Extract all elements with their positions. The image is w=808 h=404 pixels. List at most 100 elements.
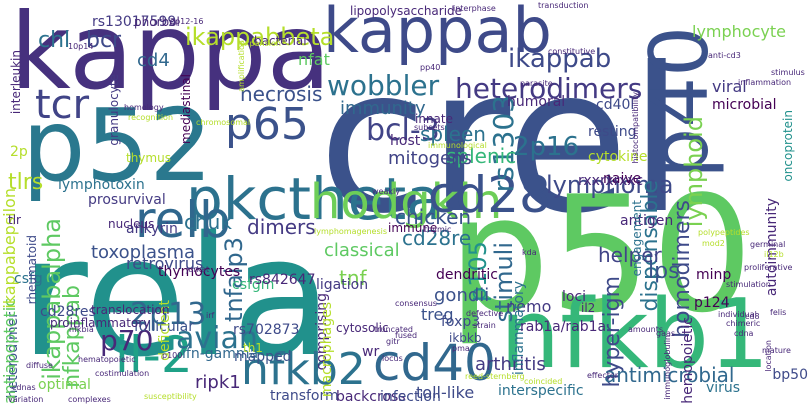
word-microbial: microbial (712, 97, 777, 113)
word-consensus: consensus (395, 299, 437, 308)
word-p70: p70 (100, 324, 154, 357)
word-bcr: bcr (86, 28, 122, 53)
word-rab1a-rab1a: rab1a/rab1a (520, 319, 607, 335)
word-p52: p52 (22, 87, 213, 204)
word-rs13017599: rs13017599 (92, 14, 177, 30)
word-pp40: pp40 (420, 63, 441, 72)
word-recognition: recognition (128, 113, 174, 122)
word-cdna: cdna (734, 329, 754, 338)
word-thymocytes: thymocytes (158, 264, 241, 280)
word-toll-like: toll-like (416, 383, 475, 402)
word-transform: transform (270, 388, 339, 404)
word-susceptibility: susceptibility (144, 392, 197, 401)
word-spleen: spleen (420, 122, 486, 146)
word-il12b: il12b (764, 250, 784, 259)
word-cytokine: cytokine (588, 149, 648, 165)
word-crel: crel (318, 25, 685, 258)
word-immunity: immunity (340, 98, 426, 119)
word-classical: classical (324, 240, 400, 261)
word-cdnas: cdnas (12, 383, 36, 392)
word-kda: kda (522, 248, 537, 257)
word-gondii: gondii (434, 285, 490, 306)
word-rxxrxrxxc: rxxrxrxxc (578, 173, 644, 189)
word-nemo: nemo (506, 297, 552, 316)
word-nfat: nfat (298, 50, 330, 69)
word-interspecific: interspecific (498, 383, 584, 399)
word-rela: rela (20, 201, 333, 393)
word-csfg: csfg (14, 271, 43, 287)
word-ikappab: ikappab (508, 44, 612, 74)
word-nfkbia: nfkbia (69, 325, 94, 334)
word-truncated: truncated (374, 325, 414, 334)
word-p124: p124 (694, 295, 730, 311)
word-tcr: tcr (35, 82, 90, 128)
word-proliferative: proliferative (744, 263, 793, 272)
word-cd8: cd8 (745, 312, 760, 321)
word-inflammation: inflammation (738, 78, 792, 87)
word-hodgkin: hodgkin (310, 174, 503, 230)
word-nfkappab: nfkappab (60, 285, 85, 388)
word-csfgm: csfgm (232, 277, 275, 293)
word-parasite: parasite (520, 79, 553, 88)
word-p50: p50 (448, 161, 754, 348)
word-polypeptides: polypeptides (698, 228, 750, 237)
word-nucleus: nucleus (108, 217, 155, 231)
word-pkctheta: pkctheta (186, 165, 442, 233)
word-transduction: transduction (538, 1, 589, 10)
word-gaas: gaas (656, 329, 676, 338)
word-mature: mature (762, 346, 791, 355)
word-hematopoietic: hematopoietic (78, 355, 136, 364)
word-germinal: germinal (750, 240, 786, 249)
word-cd40: cd40 (373, 334, 496, 392)
word-irf: irf (206, 311, 215, 320)
word-rheumatoid: rheumatoid (25, 235, 39, 305)
word-tlr: tlr (8, 213, 21, 227)
word-antigen: antigen (620, 213, 674, 229)
word-thymic: thymic (424, 225, 452, 234)
word-p65: p65 (225, 99, 309, 150)
word-infection: infection (380, 389, 441, 404)
word-10p14: 10p14 (68, 42, 94, 51)
word-stimulation: stimulation (726, 280, 771, 289)
word-constitutive: constitutive (548, 47, 596, 56)
word-follicular: follicular (134, 319, 194, 335)
word-chimeric: chimeric (726, 319, 761, 328)
word-il-2: il-2 (115, 326, 193, 384)
word-fused: fused (395, 331, 418, 340)
word-weakly: weakly (372, 187, 400, 196)
word-cd28res: cd28res (40, 304, 96, 320)
word-mediastinal: mediastinal (179, 74, 193, 144)
word-oncoprotein: oncoprotein (781, 110, 795, 182)
word-relb: relb (135, 191, 231, 249)
word-nfkb2: nfkb2 (241, 344, 366, 395)
word-treg: treg (421, 305, 454, 324)
word-th1: th1 (243, 341, 263, 355)
word-amounts: amounts (628, 325, 664, 334)
word-cd28re: cd28re (402, 226, 472, 250)
word-kappa: kappa (10, 0, 331, 113)
word-translocation: translocation (91, 303, 170, 317)
word-wr: wr (362, 344, 380, 360)
word-avian: avian (176, 321, 258, 356)
word-naive: naive (603, 171, 642, 187)
word-individual: individual (718, 310, 757, 319)
word-mod2: mod2 (702, 239, 725, 248)
word-humoral: humoral (507, 94, 566, 110)
word-toxoplasma: toxoplasma (91, 242, 196, 263)
word-ripk1: ripk1 (195, 372, 241, 393)
word-phorbol: phorbol (134, 15, 180, 29)
word-granulocyte: granulocyte (107, 74, 121, 146)
word-subsets: subsets (414, 123, 445, 132)
word-chicken: chicken (395, 205, 472, 229)
word-amplification: amplification (237, 40, 246, 92)
word-stimulus: stimulus (771, 68, 805, 77)
word-felis: felis (770, 308, 787, 317)
word-splenic: splenic (446, 144, 517, 168)
word-location: location (764, 340, 773, 372)
word-engagement: engagement (630, 200, 644, 277)
word-gitr: gitr (386, 337, 400, 346)
word-chl: chl (38, 28, 71, 53)
word-necrosis: necrosis (240, 82, 323, 106)
word-thymus: thymus (126, 151, 171, 165)
word-lipopolysaccharide: lipopolysaccharide (350, 4, 463, 18)
